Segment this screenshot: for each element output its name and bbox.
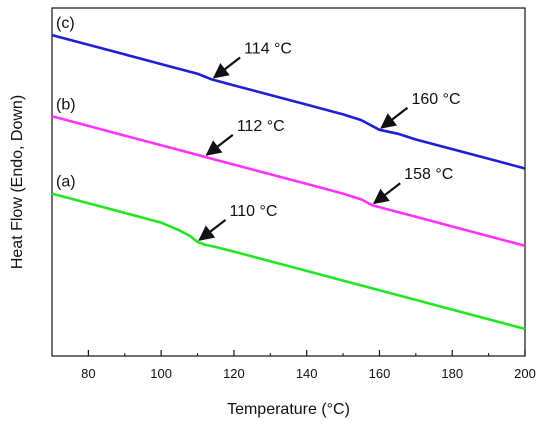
x-tick-label: 140 [296,366,318,381]
series-line [51,33,526,170]
annotation-label: 158 °C [404,166,453,183]
x-tick-label: 160 [369,366,391,381]
series-line [51,115,526,248]
annotation-arrow [380,106,409,129]
annotation-arrow [198,219,227,241]
plot-frame [51,7,526,357]
series-label: (a) [56,174,76,191]
x-tick-label: 80 [81,366,95,381]
x-tick-label: 180 [441,366,463,381]
annotation-layer: 110 °C 112 °C 158 °C 114 °C 160 °C [198,41,461,241]
y-axis-title: Heat Flow (Endo, Down) [9,95,26,269]
annotation-label: 110 °C [230,203,278,220]
x-tick-label: 120 [223,366,245,381]
series-line [51,192,526,331]
annotation-label: 160 °C [411,91,460,108]
annotation-label: 112 °C [237,118,285,135]
series-label: (b) [56,96,76,113]
annotation-arrow [205,133,234,156]
x-tick-label: 200 [514,366,536,381]
series-layer: (a) (b) (c) [51,15,526,331]
series-label: (c) [56,15,75,32]
x-tick-label: 100 [150,366,172,381]
annotation-label: 114 °C [244,41,292,58]
x-axis-ticks: 80 100 120 140 160 180 200 [51,350,536,381]
x-axis-title: Temperature (°C) [227,401,350,418]
annotation-arrow [212,56,241,79]
annotation-arrow [372,182,401,205]
